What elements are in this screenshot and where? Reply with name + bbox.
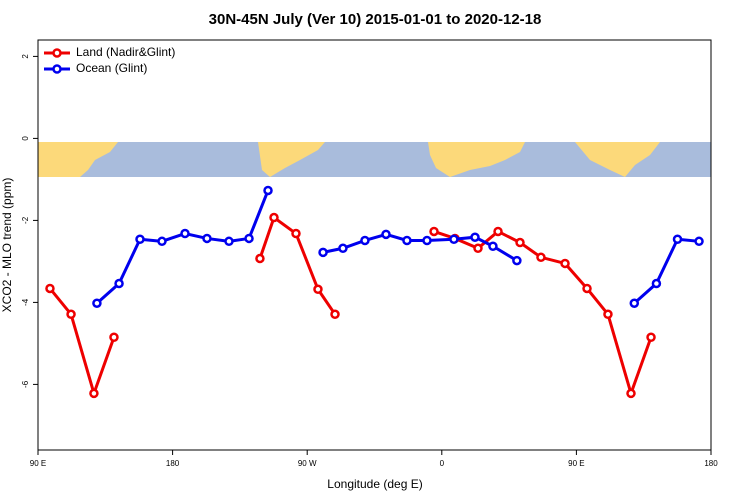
data-point [422,235,432,246]
x-tick-label: 180 [704,459,718,468]
data-point [202,233,212,244]
data-point [313,284,323,295]
y-tick-label: 0 [21,136,30,141]
data-point [582,283,592,294]
data-point [429,226,439,237]
data-point [672,234,683,245]
data-point [603,309,613,320]
data-point [536,252,546,263]
data-point [263,185,273,196]
data-point [224,236,234,247]
data-point [89,388,99,399]
data-point [135,234,145,245]
data-point [470,232,480,242]
data-point [330,309,340,320]
data-point [629,298,640,308]
data-point [291,228,301,239]
data-point [360,235,370,246]
legend-label: Ocean (Glint) [76,61,147,75]
y-tick-label: -4 [21,298,30,306]
data-point [244,233,254,244]
data-point [45,283,55,294]
data-point [493,226,503,237]
data-point [109,332,119,342]
data-point [66,309,76,320]
data-point [180,228,190,239]
plot-frame [37,39,712,451]
data-point [651,278,662,289]
y-tick-label: -6 [21,380,30,388]
x-axis-label: Longitude (deg E) [327,477,422,491]
x-tick-label: 90 W [298,459,317,468]
map-band [38,142,711,177]
data-point [449,234,459,245]
y-axis-label: XCO2 - MLO trend (ppm) [0,178,14,313]
data-point [512,255,522,266]
chart-title: 30N-45N July (Ver 10) 2015-01-01 to 2020… [209,11,542,28]
data-point [646,332,656,342]
data-point [157,236,167,247]
data-point [515,237,525,248]
data-point [338,243,348,254]
data-point [473,243,483,254]
y-tick-label: -2 [21,216,30,224]
series-line [95,189,700,305]
x-tick-label: 90 E [568,459,584,468]
data-point [694,236,704,247]
y-tick-label: 2 [21,54,30,59]
data-point [114,278,124,289]
x-tick-label: 90 E [30,459,46,468]
data-point [488,241,498,251]
data-point [381,229,391,240]
data-point [318,247,328,258]
data-point [92,298,102,308]
x-tick-label: 0 [440,459,445,468]
data-point [255,253,265,264]
x-tick-label: 180 [166,459,180,468]
data-point [402,235,412,246]
legend-marker [52,64,62,74]
data-point [626,388,636,399]
legend-label: Land (Nadir&Glint) [76,45,175,59]
data-point [560,258,570,269]
data-point [269,212,279,223]
legend-marker [52,48,62,58]
